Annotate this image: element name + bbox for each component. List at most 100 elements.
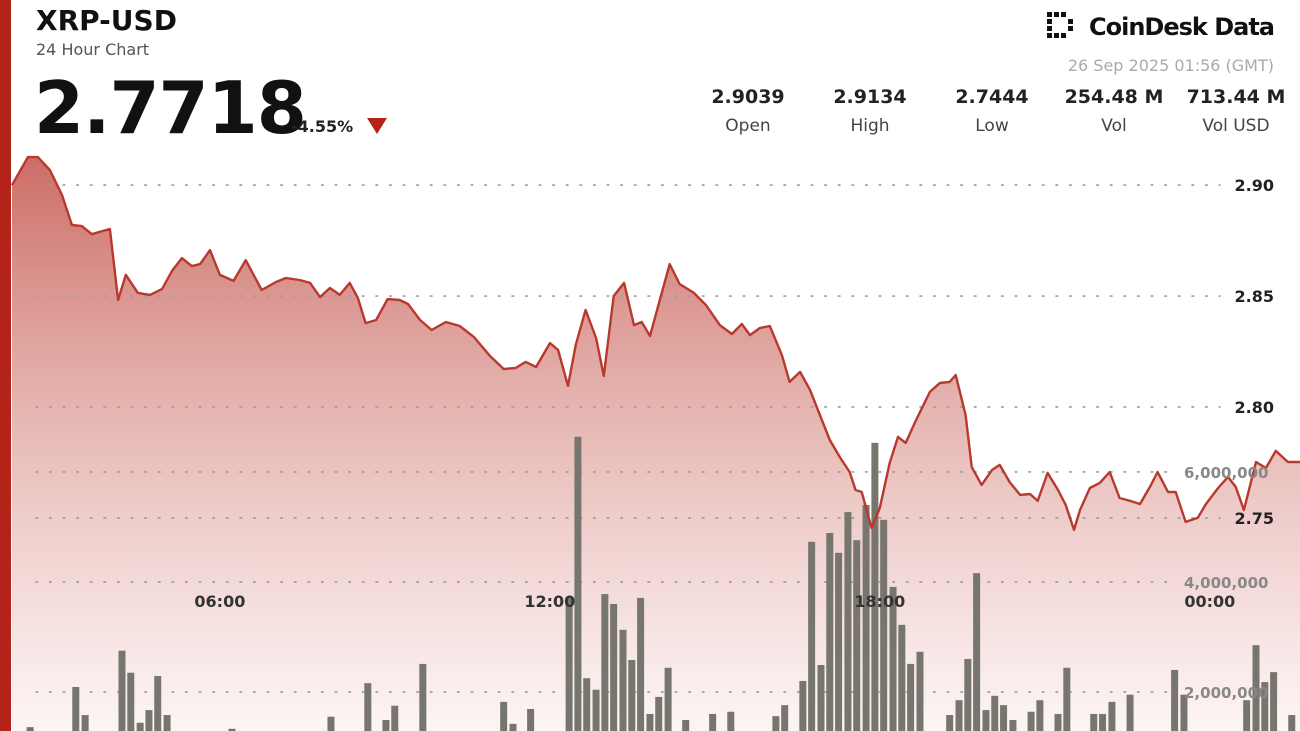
x-tick-label: 18:00 [854,592,905,611]
volume-bar [871,442,879,731]
volume-bar [81,715,89,731]
volume-bar [127,672,135,731]
stat-label: Vol [1101,116,1126,136]
volume-bar [72,687,80,731]
volume-bar [1252,645,1260,731]
volume-bar [327,716,335,731]
volume-bar [817,665,825,731]
volume-bar [154,676,162,731]
chart-title: XRP-USD [36,4,177,37]
volume-bar [163,715,171,731]
volume-bar [781,705,789,731]
chart-subtitle: 24 Hour Chart [36,40,149,59]
volume-bar [1054,713,1062,731]
stat-value: 2.7444 [955,86,1028,108]
volume-bar [862,504,870,731]
volume-bar [655,696,663,731]
volume-bar [853,540,861,731]
volume-bar [583,678,591,731]
volume-bar [646,713,654,731]
volume-bar [619,629,627,731]
volume-bar [991,695,999,731]
stat-value: 2.9039 [711,86,784,108]
volume-bar [565,596,573,731]
volume-bar [1027,711,1035,731]
stat-label: High [850,116,889,136]
volume-bar [772,716,780,731]
stat-value: 254.48 M [1065,86,1164,108]
volume-bar [500,701,508,731]
volume-bar [955,700,963,731]
volume-bar [799,680,807,731]
volume-bar [682,720,690,731]
area-layer [12,157,1300,731]
volume-bar [228,728,236,731]
x-tick-label: 12:00 [524,592,575,611]
volume-bar [1243,700,1251,731]
brand: CoinDesk Data [1089,13,1274,41]
volume-bar [1288,715,1296,731]
stat-label: Low [975,116,1009,136]
volume-bar [509,723,517,731]
volume-bar [727,711,735,731]
volume-bar [364,683,372,731]
volume-bar [1000,705,1008,731]
y-tick-label: 2.75 [1235,509,1274,528]
volume-bar [898,624,906,731]
volume-bar [1099,713,1107,731]
volume-bar [1171,669,1179,731]
volume-bar [1090,713,1098,731]
volume-bar [601,594,609,731]
down-arrow [367,118,387,134]
volume-bar [136,722,144,731]
volume-bar [826,533,834,731]
x-tick-label: 06:00 [194,592,245,611]
timestamp: 26 Sep 2025 01:56 (GMT) [1068,56,1274,75]
x-tick-label: 00:00 [1184,592,1235,611]
volume-bar [946,715,954,731]
volume-bar [574,436,582,731]
brand-logo [1047,12,1073,38]
y-tick-label: 2.85 [1235,287,1274,306]
plot-area: 2.75 2.80 2.85 2.90 2,000,000 4,000,000 6,000,… [10,155,1300,731]
line-layer [10,155,1300,532]
volume-bar [709,713,717,731]
volume-bar [880,519,888,731]
volume-bar [1180,694,1188,731]
price: 2.7718 [34,66,306,150]
volume-bar [382,720,390,731]
volume-bar [973,573,981,731]
accent-bar [0,0,11,731]
y-tick-label: 2.90 [1235,176,1274,195]
volume-bar [527,709,535,731]
stats: 2.9039 Open 2.9134 High 2.7444 Low 254.48 M Vol… [711,86,1285,136]
volume-bar [907,663,915,731]
stat-value: 713.44 M [1187,86,1286,108]
volume-bar [1063,667,1071,731]
volume-bar [118,650,126,731]
volume-bar [964,658,972,731]
price-change: -4.55% [291,117,353,136]
volume-bar [1108,701,1116,731]
volume-bar [916,651,924,731]
volume-bar [628,660,636,731]
volume-bar [26,727,34,731]
volume-bar [1126,694,1134,731]
volume-bar [808,541,816,731]
volume-bar [889,586,897,731]
y-tick-label: 2.80 [1235,398,1274,417]
y2-tick-label: 4,000,000 [1184,574,1268,592]
volume-bar [592,689,600,731]
volume-bar [1270,672,1278,731]
volume-bar [145,710,153,731]
price-line [10,155,1300,532]
volume-bar [1009,720,1017,731]
volume-bar [419,663,427,731]
y2-tick-label: 6,000,000 [1184,464,1268,482]
y2-tick-label: 2,000,000 [1184,684,1268,702]
price-area [12,157,1300,731]
stat-label: Open [725,116,770,136]
label-layer: 2.75 2.80 2.85 2.90 2,000,000 4,000,000 6,000,… [194,176,1274,702]
